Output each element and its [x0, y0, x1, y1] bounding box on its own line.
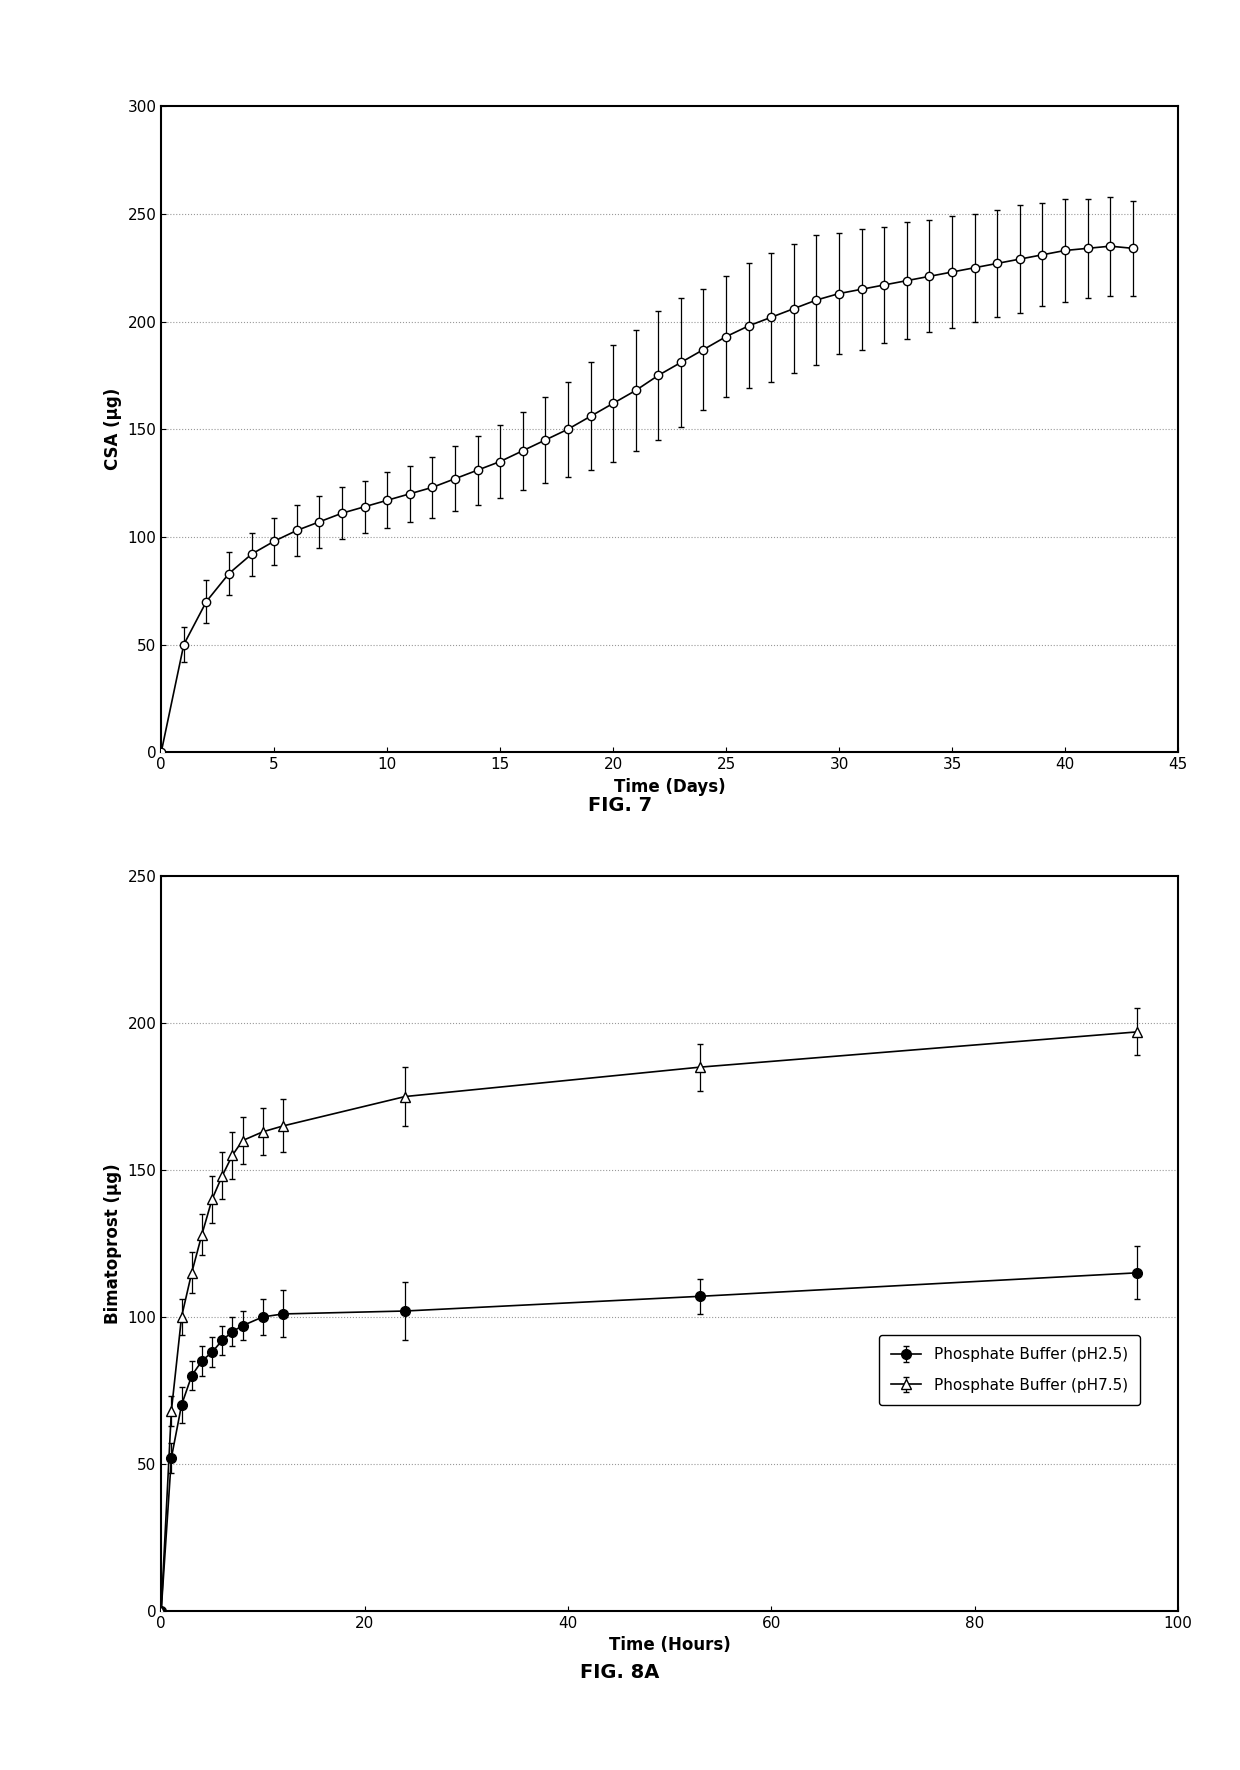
- Text: FIG. 8A: FIG. 8A: [580, 1664, 660, 1682]
- Y-axis label: CSA (μg): CSA (μg): [104, 388, 122, 471]
- Text: FIG. 7: FIG. 7: [588, 796, 652, 814]
- X-axis label: Time (Days): Time (Days): [614, 777, 725, 796]
- Legend: Phosphate Buffer (pH2.5), Phosphate Buffer (pH7.5): Phosphate Buffer (pH2.5), Phosphate Buff…: [878, 1335, 1140, 1405]
- Y-axis label: Bimatoprost (μg): Bimatoprost (μg): [104, 1163, 122, 1324]
- X-axis label: Time (Hours): Time (Hours): [609, 1635, 730, 1655]
